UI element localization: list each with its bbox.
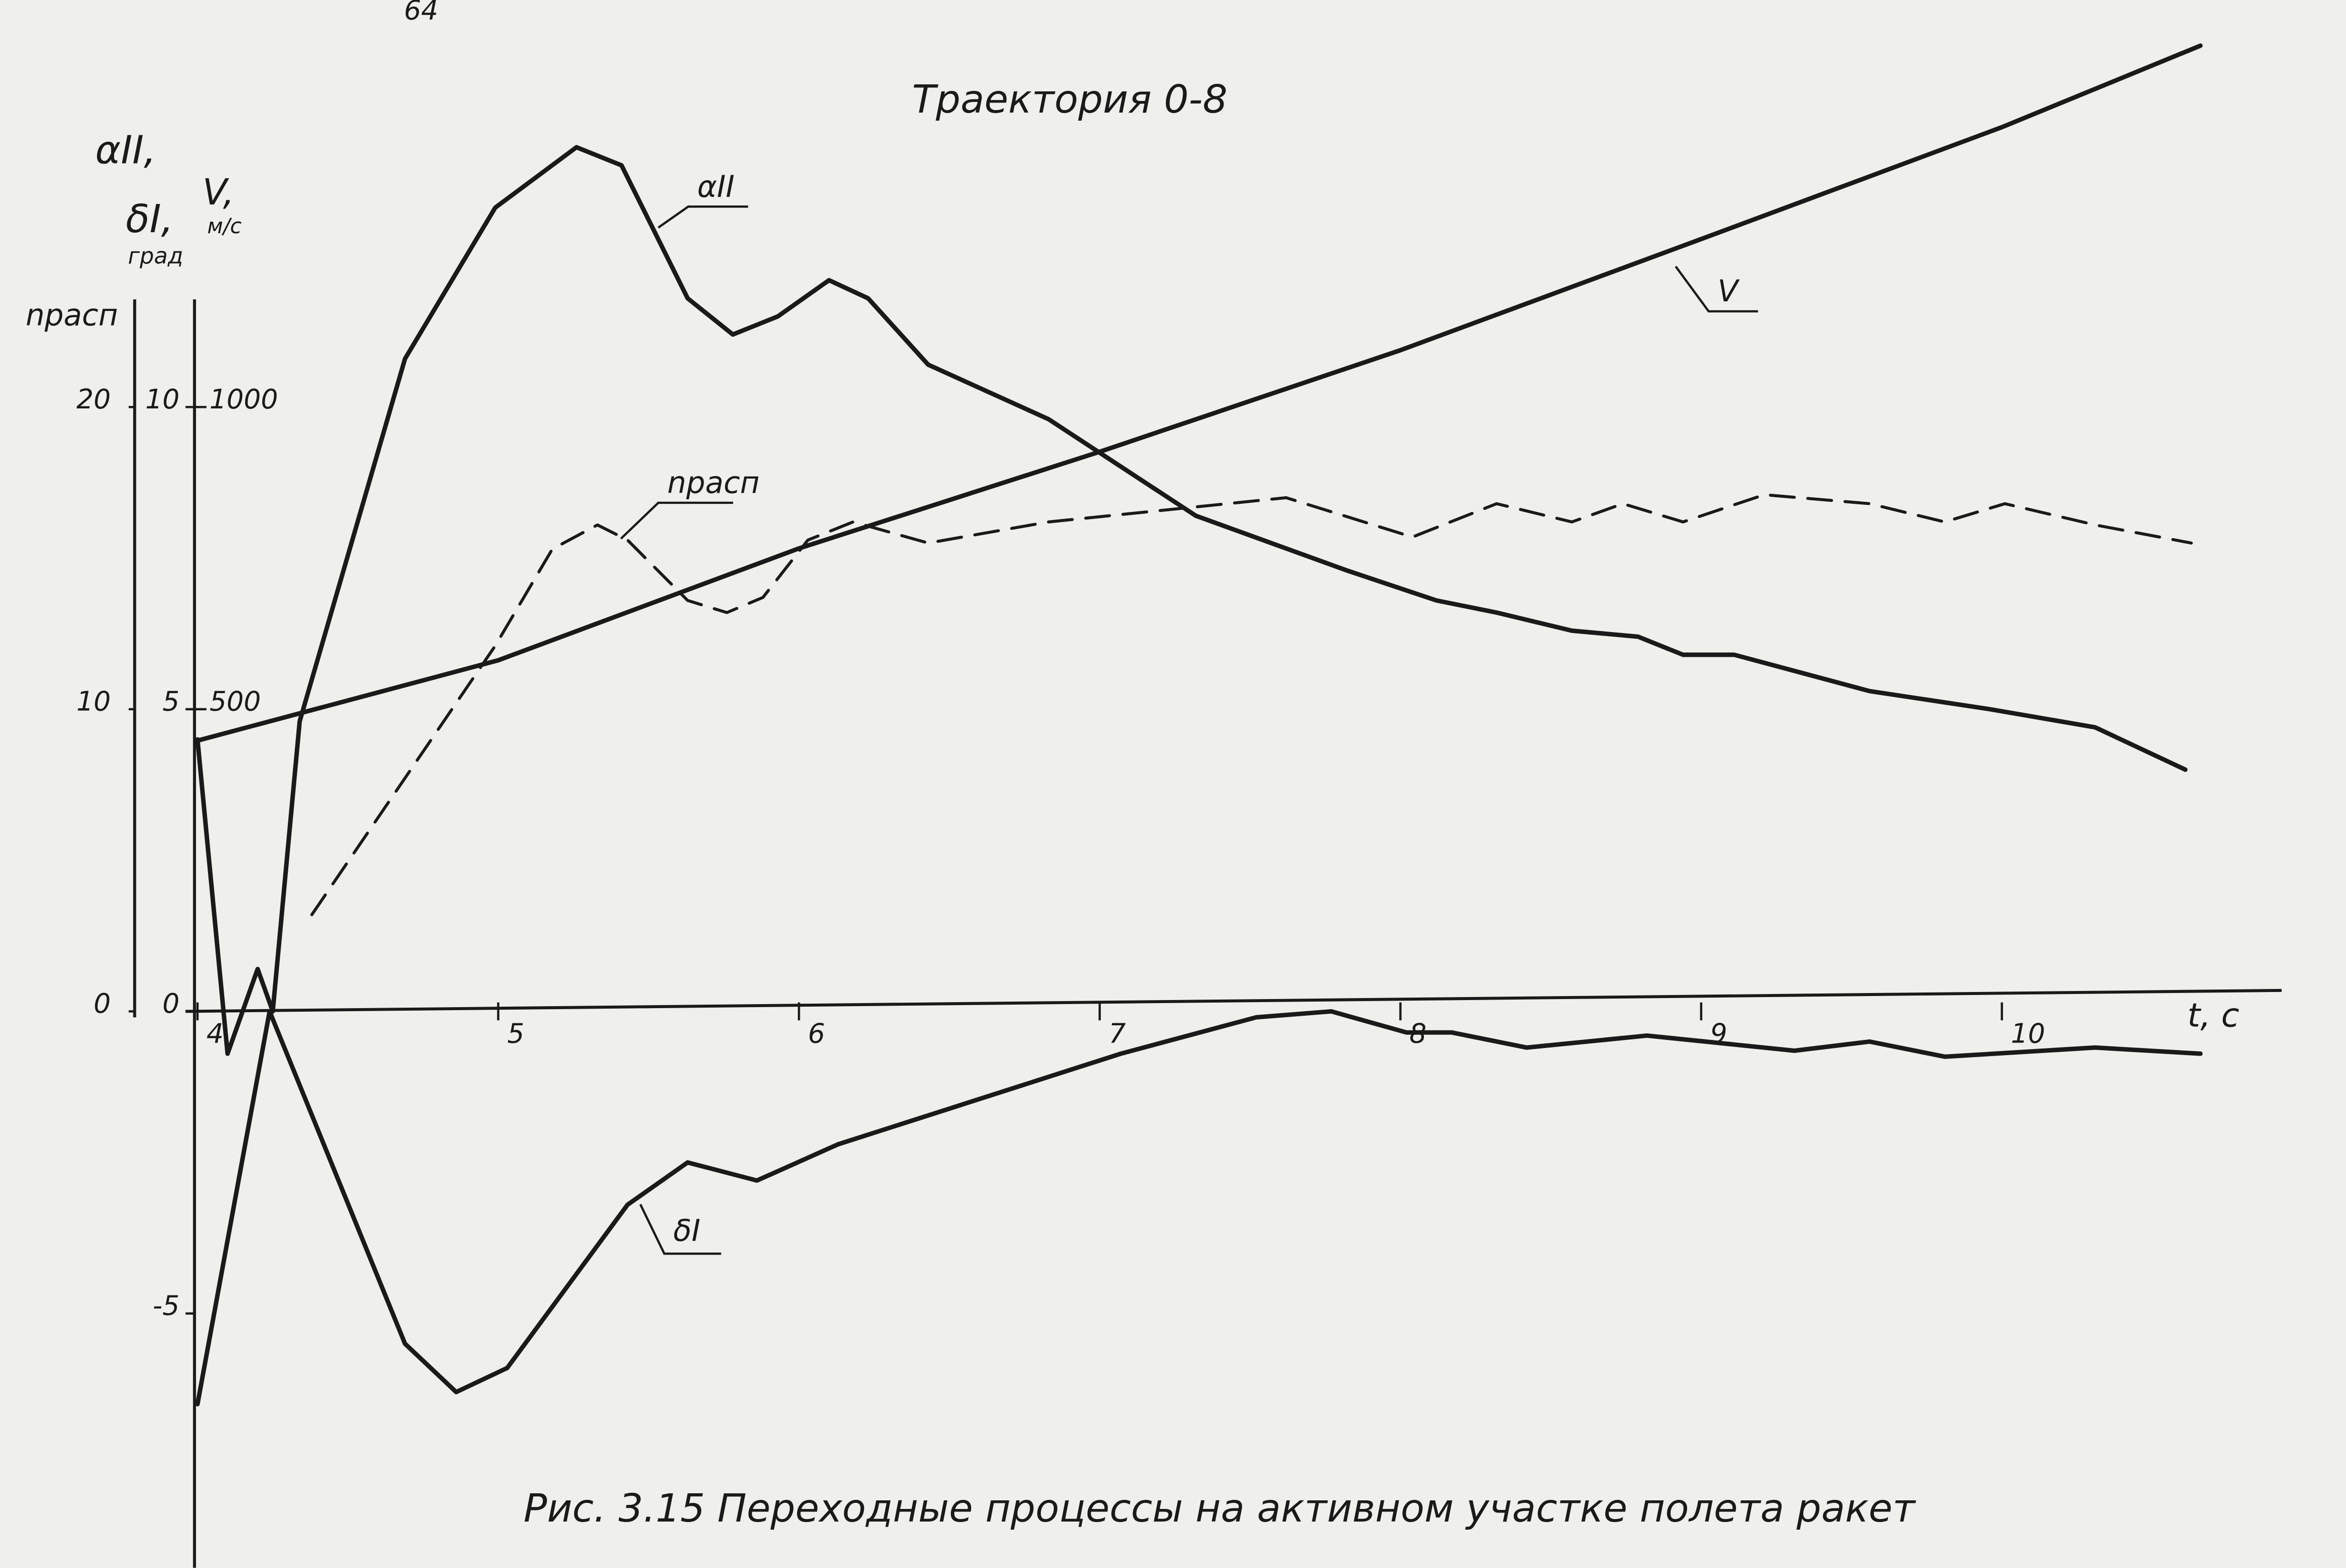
y3-tick-label: 10: [76, 686, 111, 717]
y3-axis-label: nрасп: [26, 298, 118, 333]
page-number: 64: [404, 0, 438, 26]
y-tick-label: 5: [163, 686, 180, 717]
y2-tick-label: 1000: [210, 383, 278, 415]
leader-line: [657, 205, 748, 229]
y3-tick-label: 0: [93, 987, 111, 1019]
caption: Рис. 3.15 Переходные процессы на активно…: [524, 1486, 1916, 1531]
x-tick-label: 4: [207, 1017, 224, 1049]
legend-label: nрасп: [668, 465, 760, 500]
y2-tick-label: 500: [210, 686, 261, 717]
x-axis-label: t, с: [2187, 996, 2239, 1034]
y3-tick-label: 20: [76, 383, 111, 415]
y2-axis-label: м/с: [207, 214, 241, 238]
series-line: [310, 493, 2193, 916]
series-line: [195, 1009, 2203, 1406]
legend-label: V: [1718, 274, 1740, 308]
x-tick-label: 7: [1109, 1017, 1126, 1049]
y2-axis-label: V,: [202, 171, 234, 213]
y-tick-label: 10: [145, 383, 180, 415]
series-line: [195, 145, 2188, 1056]
x-tick-label: 5: [507, 1017, 524, 1049]
y-axis-label: αII,: [95, 128, 157, 173]
x-tick-label: 6: [808, 1017, 825, 1049]
leader-line: [620, 501, 733, 540]
chart-title: Траектория 0-8: [912, 77, 1228, 122]
x-axis: [185, 988, 2282, 1013]
legend-label: δI: [673, 1213, 700, 1248]
series-line: [195, 43, 2203, 743]
y-tick-label: -5: [152, 1290, 179, 1322]
legend-label: αII: [697, 169, 735, 204]
leader-line: [1674, 266, 1758, 312]
y-tick-label: 0: [163, 987, 180, 1019]
x-tick-label: 10: [2011, 1017, 2045, 1049]
leader-line: [639, 1204, 722, 1255]
y-axis-label: град: [128, 243, 183, 269]
y-axis-label: δI,: [126, 196, 173, 242]
